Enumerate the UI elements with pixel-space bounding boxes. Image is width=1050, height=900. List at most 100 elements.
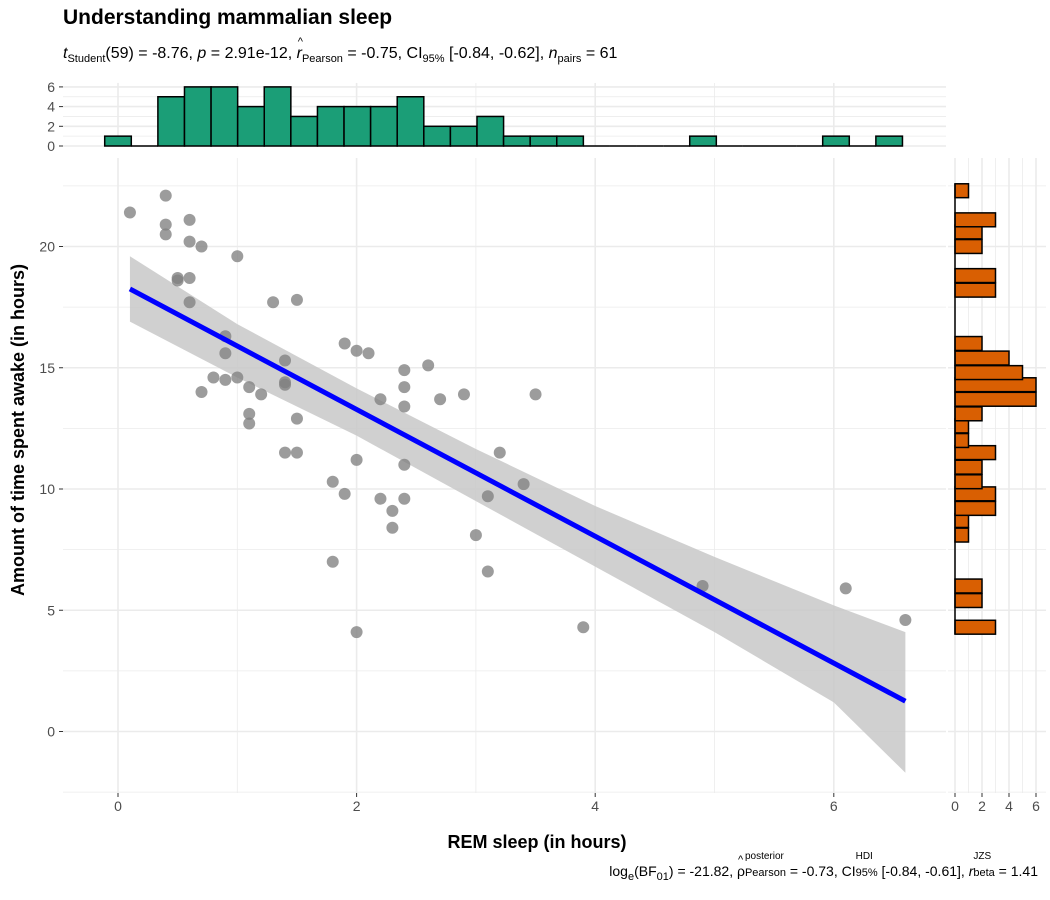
right-hist-bar [954,391,1037,407]
data-point [207,371,220,384]
top-hist-tick-label: 2 [47,118,55,134]
data-point [267,296,280,309]
data-point [398,492,411,505]
top-hist-bar [236,105,266,147]
top-hist-bar [396,96,425,147]
data-point [457,388,470,401]
x-tick-label: 6 [830,798,838,814]
data-point [386,521,399,534]
y-tick-label: 0 [47,724,55,740]
right-hist-bar [954,474,983,490]
subtitle-n-subscript: pairs [557,53,582,65]
data-point [434,393,447,406]
data-point [219,373,232,386]
top-hist-bar [529,135,558,147]
top-hist-tick-label: 0 [47,138,55,154]
caption-rho-superscript: posterior [744,851,784,862]
caption-hdi-value: [-0.84, -0.61], [877,863,969,879]
top-hist-bar [316,105,345,147]
data-point [243,417,256,430]
data-point [243,407,256,420]
data-point [422,359,435,372]
data-point [243,381,256,394]
y-tick-label: 10 [39,481,55,497]
scatter-points [123,189,912,639]
caption-rbeta-superscript: JZS [973,851,992,862]
data-point [159,189,172,202]
caption-rho-subscript: Pearson [744,867,786,879]
x-tick-label: 0 [114,798,122,814]
right-hist-bar [954,619,997,635]
caption-log: log [609,863,628,879]
top-hist-bar [449,125,478,147]
data-point [481,565,494,578]
subtitle-t-value: (59) = -8.76, [105,45,198,62]
right-hist-bar [954,592,983,609]
subtitle-n-value: = 61 [581,45,618,62]
data-point [183,272,196,285]
top-hist-bar [369,105,398,147]
caption-rbeta-symbol: r [968,863,974,879]
data-point [839,582,852,595]
data-point [577,621,590,634]
data-point [398,458,411,471]
caption-log-subscript: e [627,871,635,883]
top-hist-bar [290,115,319,147]
data-point [290,446,303,459]
caption-hdi-scripts: HDI 95% [855,852,878,879]
subtitle-r-symbol: r [297,36,304,63]
data-point [219,347,232,360]
top-hist-bar [343,105,372,147]
caption-hdi-superscript: HDI [855,851,873,862]
data-point [279,446,292,459]
confidence-band-layer [129,256,906,773]
right-hist-bar [954,212,997,228]
right-hist-tick-label: 6 [1032,798,1040,814]
top-hist-bar [875,135,904,147]
data-point [279,354,292,367]
data-point [183,213,196,226]
caption-rho-symbol: ρ [737,854,745,879]
data-point [231,250,244,263]
top-hist-tick-label: 6 [47,79,55,95]
y-axis-title: Amount of time spent awake (in hours) [8,264,28,596]
data-point [195,240,208,253]
subtitle-r-value: = -0.75, CI [342,45,423,62]
top-hist-bar [502,135,531,147]
y-marginal-histogram: 0 2 4 6 [948,158,1046,814]
right-hist-bar [954,238,983,255]
data-point [290,412,303,425]
right-hist-bar [954,432,970,449]
subtitle-t-subscript: Student [67,53,106,65]
top-hist-bar [423,125,452,147]
top-hist-bar [263,86,292,147]
subtitle-p-symbol: p [197,45,207,62]
subtitle-t-symbol: t [63,45,68,62]
caption-rbeta-scripts: JZS beta [973,852,995,879]
right-hist-bar [954,282,997,298]
caption-rbeta-subscript: beta [973,867,995,879]
caption-bf-value: ) = -21.82, [668,863,737,879]
data-point [350,344,363,357]
right-hist-bar [954,267,997,284]
data-point [350,626,363,639]
data-point [326,555,339,568]
data-point [171,274,184,287]
caption-bf-subscript: 01 [656,871,669,883]
data-point [338,487,351,500]
x-axis-title: REM sleep (in hours) [447,832,626,852]
data-point [386,504,399,517]
caption-hdi-subscript: 95% [855,867,878,879]
right-hist-bar [954,527,970,543]
data-point [195,386,208,398]
right-hist-bar [954,364,1024,381]
data-point [481,490,494,503]
top-hist-bar [157,96,186,147]
data-point [159,228,172,241]
top-hist-bar [183,86,212,147]
data-point [362,347,375,360]
right-hist-tick-label: 2 [978,798,986,814]
data-point [493,446,506,459]
